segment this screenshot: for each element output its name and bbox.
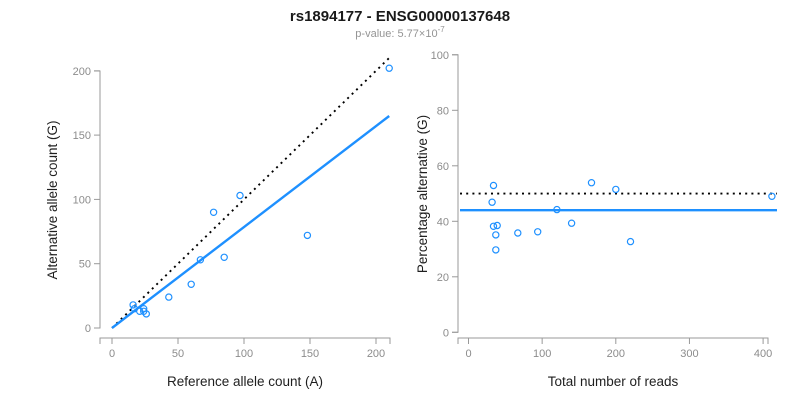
data-point: [626, 237, 635, 246]
x-tick-label: 200: [367, 348, 385, 360]
x-tick-label: 50: [172, 348, 184, 360]
y-tick-label: 40: [437, 216, 449, 228]
left-axes: 0 50 100 150 200 0 50 100 150 200: [73, 66, 391, 360]
data-point: [567, 219, 576, 227]
x-tick-label: 300: [680, 348, 698, 360]
data-point: [142, 310, 150, 318]
identity-expected-line: [111, 57, 390, 329]
data-point: [129, 301, 137, 309]
percentage-vs-reads-panel: 0 100 200 300 400 0 20 40 60 80 100: [431, 50, 777, 360]
right-x-axis-title: Total number of reads: [548, 374, 679, 389]
data-point: [768, 192, 776, 200]
data-point: [489, 222, 498, 230]
left-y-axis-title: Alternative allele count (G): [45, 120, 60, 279]
p-value-text: p-value: 5.77×10: [355, 28, 437, 40]
left-x-axis-title: Reference allele count (A): [167, 374, 323, 389]
data-point: [514, 229, 522, 237]
x-tick-label: 100: [235, 348, 253, 360]
data-point: [493, 221, 501, 230]
y-tick-label: 150: [73, 130, 91, 142]
p-value-exponent: -7: [438, 25, 446, 34]
reference-vs-alternative-panel: 0 50 100 150 200 0 50 100 150 200: [73, 57, 393, 360]
right-points: [488, 178, 776, 254]
figure-title: rs1894177 - ENSG00000137648: [290, 8, 510, 25]
data-point: [209, 208, 218, 216]
x-axis-line: [99, 337, 391, 344]
x-tick-label: 0: [109, 348, 115, 360]
x-axis-line: [457, 337, 769, 344]
data-point: [165, 293, 173, 301]
x-tick-label: 100: [533, 348, 551, 360]
y-tick-label: 0: [85, 323, 91, 335]
data-point: [534, 228, 542, 236]
x-tick-label: 150: [301, 348, 319, 360]
y-tick-label: 50: [79, 259, 91, 271]
y-tick-label: 0: [443, 327, 449, 339]
data-point: [187, 280, 195, 288]
y-tick-label: 80: [437, 105, 449, 117]
left-points: [129, 64, 393, 318]
right-axes: 0 100 200 300 400 0 20 40 60 80 100: [431, 50, 773, 360]
y-tick-label: 20: [437, 272, 449, 284]
fitted-ratio-line: [111, 115, 390, 329]
data-point: [196, 256, 205, 264]
y-tick-label: 200: [73, 66, 91, 78]
y-axis-line: [452, 54, 459, 333]
y-tick-label: 100: [73, 194, 91, 206]
x-tick-label: 400: [754, 348, 772, 360]
data-point: [220, 253, 228, 261]
data-point: [492, 231, 500, 239]
data-point: [612, 185, 620, 194]
x-tick-label: 0: [465, 348, 471, 360]
data-point: [489, 181, 498, 190]
data-point: [236, 191, 244, 200]
data-point: [587, 178, 596, 187]
data-point: [303, 231, 312, 240]
data-point: [553, 205, 561, 214]
y-tick-label: 100: [431, 50, 449, 62]
y-tick-label: 60: [437, 161, 449, 173]
data-point: [488, 198, 496, 206]
right-y-axis-title: Percentage alternative (G): [415, 115, 430, 273]
x-tick-label: 200: [607, 348, 625, 360]
data-point: [492, 246, 500, 254]
figure-subtitle: p-value: 5.77×10-7: [355, 25, 445, 40]
data-point: [385, 64, 393, 72]
